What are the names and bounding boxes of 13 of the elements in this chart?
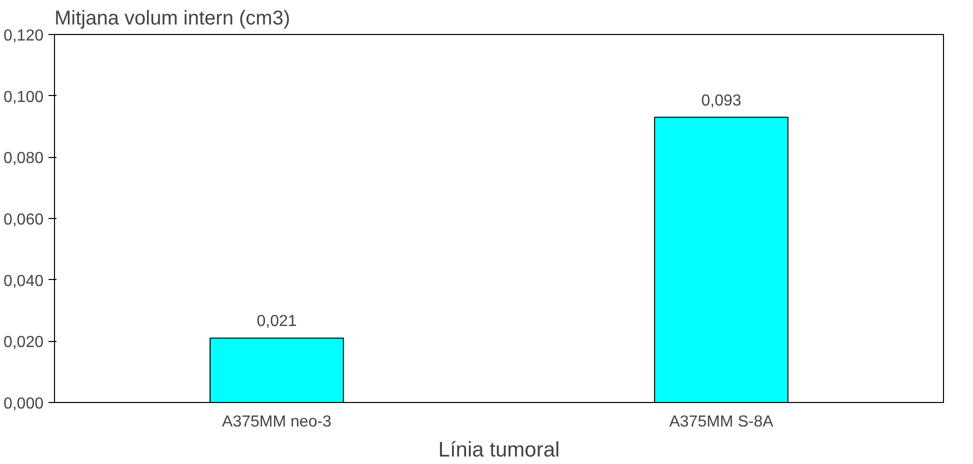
y-tick-label: 0,040: [3, 272, 44, 290]
y-tick-label: 0,020: [3, 334, 44, 352]
x-tick-label: A375MM S-8A: [669, 414, 774, 430]
y-tick-label: 0,100: [3, 88, 44, 106]
y-tick-label: 0,120: [3, 28, 44, 44]
x-tick-label: A375MM neo-3: [222, 414, 332, 430]
y-tick-label: 0,000: [3, 396, 44, 412]
data-label: 0,021: [256, 313, 297, 330]
data-label: 0,093: [701, 92, 742, 110]
y-tick-label: 0,080: [3, 150, 44, 168]
x-axis-title: Línia tumoral: [438, 438, 560, 462]
chart-title: Mitjana volum intern (cm3): [54, 8, 290, 30]
y-tick-label: 0,060: [3, 212, 44, 228]
